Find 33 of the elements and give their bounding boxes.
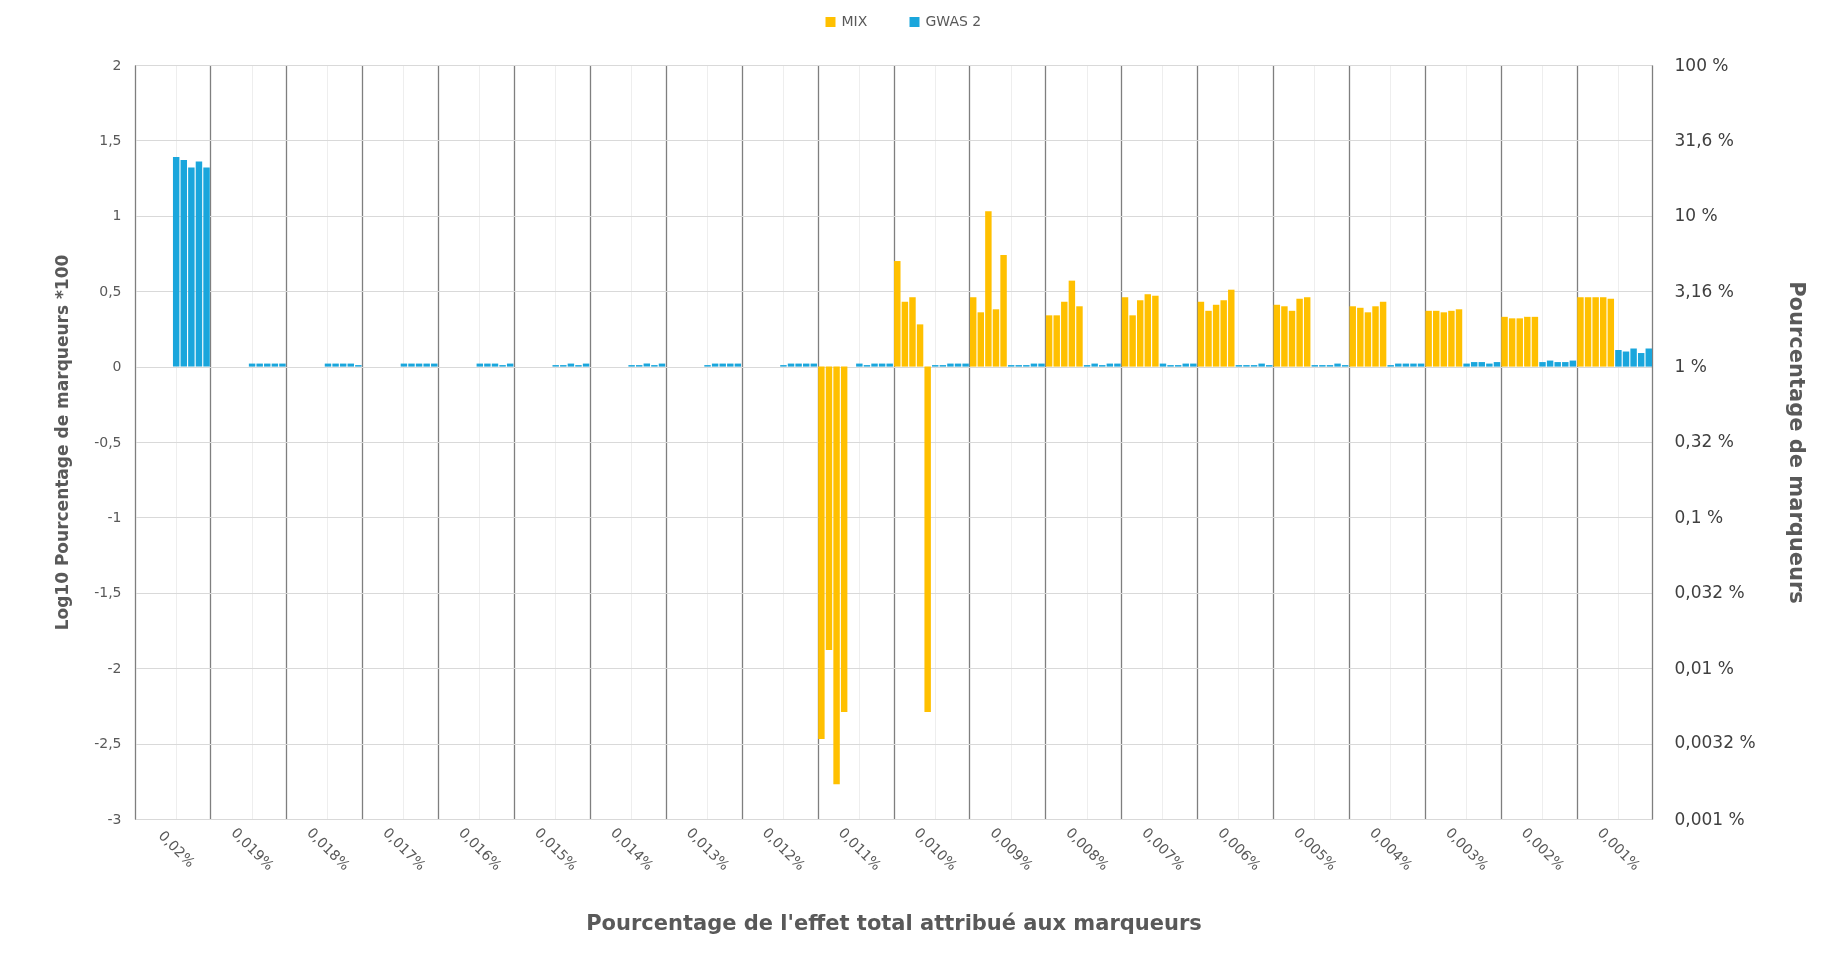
y2-tick-label: 0,1 % — [1674, 506, 1724, 527]
bar — [172, 156, 180, 367]
y-tick-label: 0 — [112, 358, 122, 375]
y-tick-label: 2 — [112, 56, 122, 73]
y2-tick-label: 0,001 % — [1674, 808, 1745, 829]
legend-label: GWAS 2 — [925, 13, 982, 29]
y2-tick-label: 0,32 % — [1674, 430, 1734, 451]
y-tick-label: -1 — [107, 508, 122, 525]
y-axis-title: Log10 Pourcentage de marqueurs *100 — [52, 254, 73, 631]
y2-tick-label: 10 % — [1674, 205, 1718, 226]
y2-tick-label: 31,6 % — [1674, 129, 1734, 150]
y2-tick-label: 0,01 % — [1674, 657, 1734, 678]
y-tick-label: 1,5 — [99, 131, 122, 148]
legend-label: MIX — [841, 13, 868, 29]
bar — [969, 297, 977, 367]
y-tick-label: -0,5 — [94, 433, 122, 450]
bar — [924, 366, 931, 712]
y2-tick-label: 100 % — [1674, 54, 1729, 75]
y2-tick-label: 0,0032 % — [1674, 732, 1756, 753]
y2-tick-label: 3,16 % — [1674, 280, 1734, 301]
bar — [1645, 348, 1652, 367]
y-tick-label: -1,5 — [94, 584, 122, 601]
y-tick-label: -3 — [107, 810, 122, 827]
y-tick-label: -2 — [107, 659, 122, 676]
bar — [810, 363, 818, 367]
y-tick-label: 0,5 — [99, 282, 122, 299]
bar — [1607, 298, 1615, 367]
y2-tick-label: 1 % — [1674, 356, 1707, 377]
y-tick-label: -2,5 — [94, 735, 122, 752]
y-tick-label: 1 — [112, 207, 122, 224]
y2-axis-title: Pourcentage de marqueurs — [1784, 281, 1809, 604]
y2-tick-label: 0,032 % — [1674, 581, 1745, 602]
x-axis-title: Pourcentage de l'effet total attribué aux marqueurs — [586, 911, 1202, 936]
